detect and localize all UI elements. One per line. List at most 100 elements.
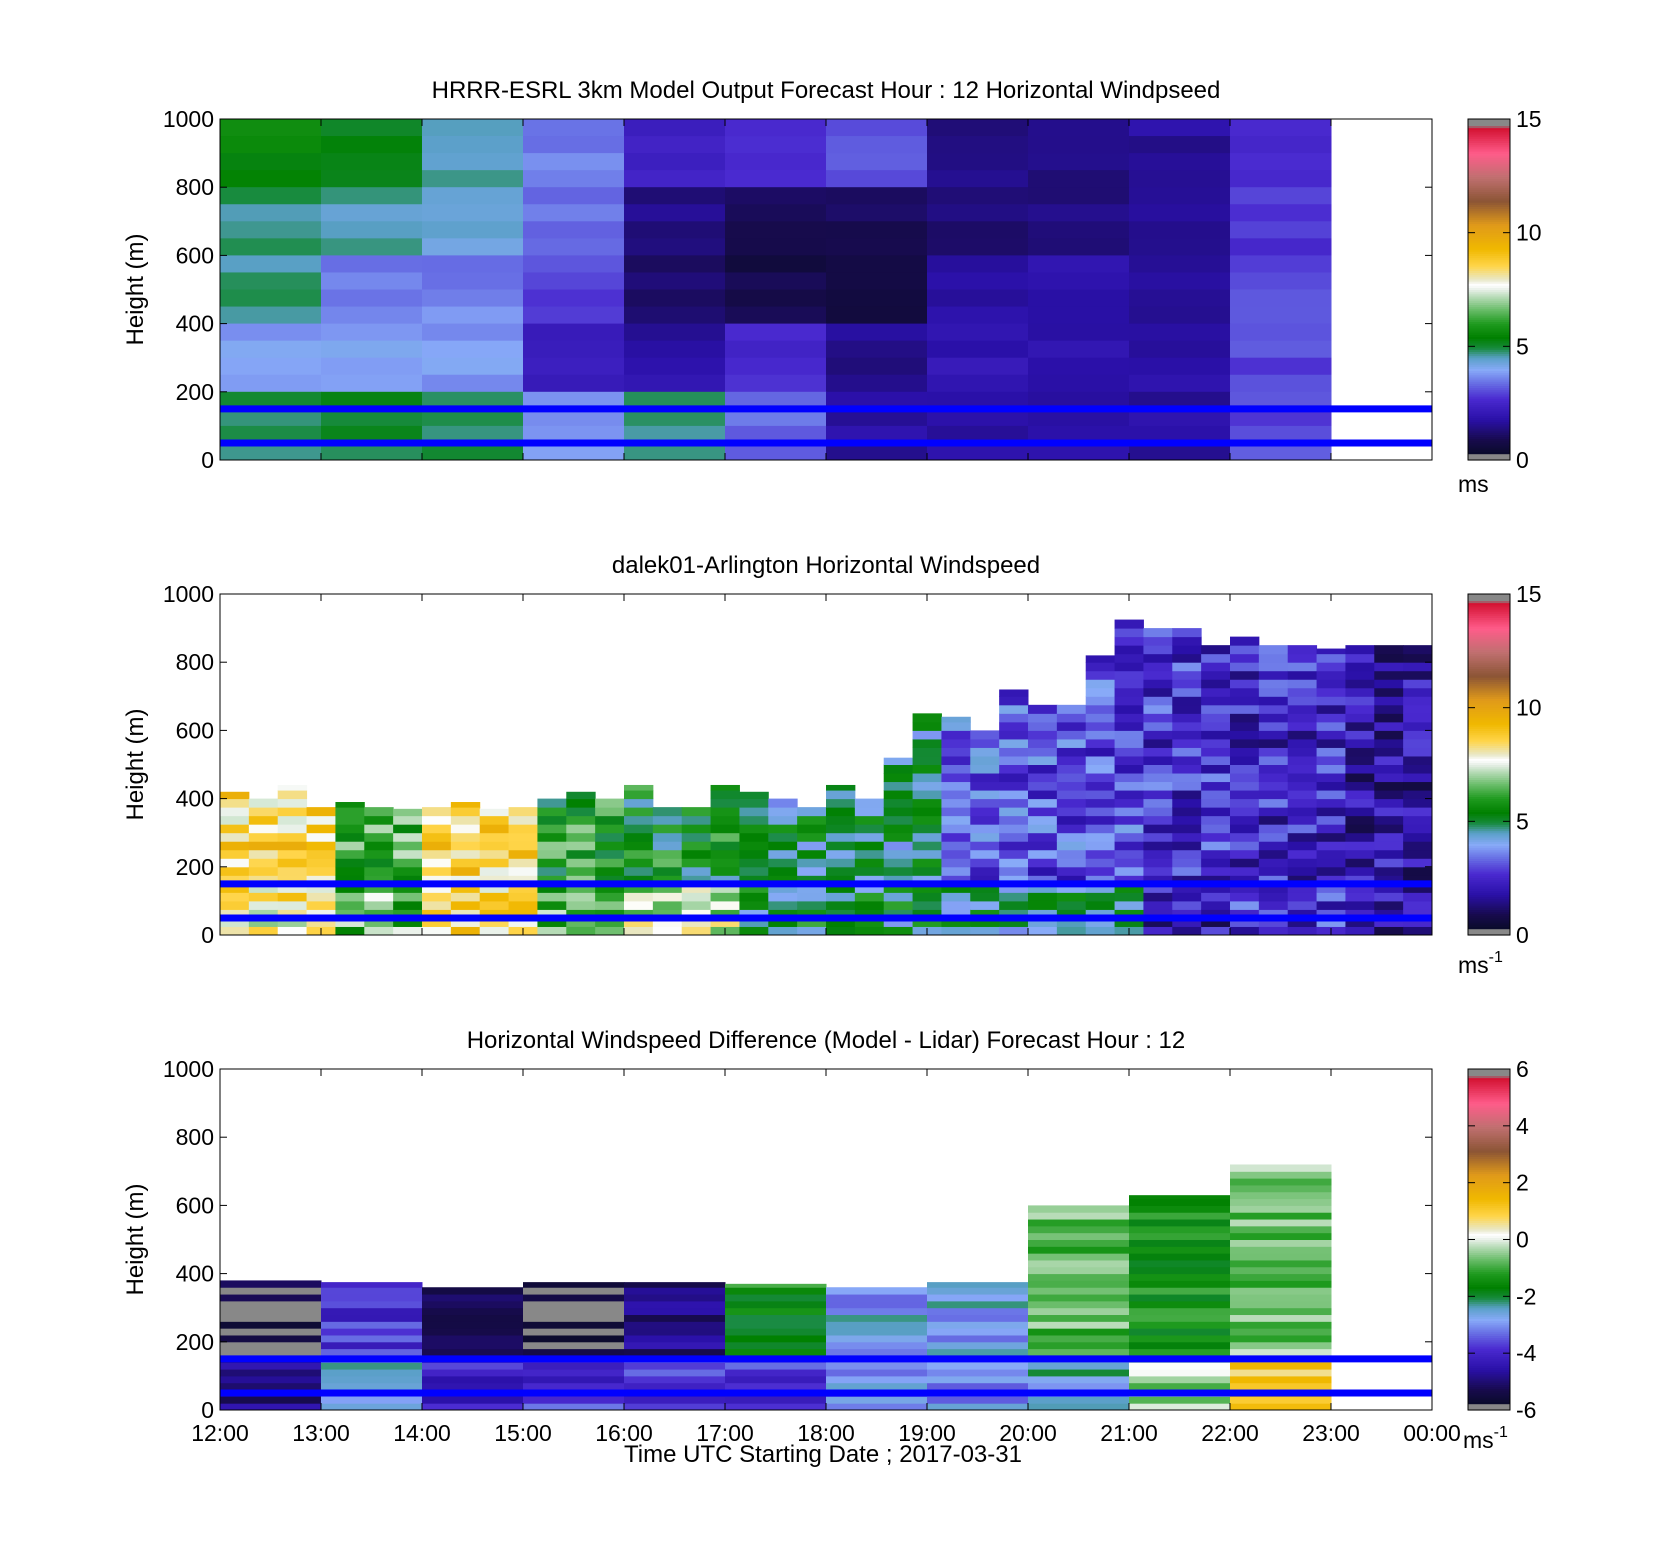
colorbar-segment: [1468, 634, 1510, 638]
heatmap-cell: [1114, 764, 1144, 774]
heatmap-cell: [797, 841, 827, 851]
colorbar-segment: [1468, 1171, 1510, 1175]
heatmap-cell: [1028, 136, 1130, 154]
heatmap-cell: [826, 340, 928, 359]
heatmap-cell: [1114, 815, 1144, 825]
colorbar-segment: [1468, 202, 1510, 205]
colorbar-segment: [1468, 327, 1510, 331]
colorbar-segment: [1468, 453, 1510, 457]
heatmap-cell: [1201, 858, 1231, 868]
heatmap-cell: [1172, 628, 1202, 638]
heatmap-cell: [220, 883, 250, 893]
colorbar-segment: [1468, 728, 1510, 731]
colorbar-segment: [1468, 792, 1510, 795]
heatmap-cell: [1374, 645, 1404, 655]
colorbar-segment: [1468, 442, 1510, 446]
heatmap-cell: [883, 773, 914, 783]
heatmap-cell: [1230, 636, 1260, 646]
colorbar-units: ms: [1458, 471, 1489, 497]
heatmap-cell: [624, 1328, 726, 1336]
heatmap-cell: [1374, 917, 1404, 927]
heatmap-cell: [248, 858, 279, 868]
heatmap-cell: [422, 1328, 524, 1336]
heatmap-cell: [1114, 900, 1144, 910]
colorbar-segment: [1468, 1258, 1510, 1262]
heatmap-cell: [1143, 662, 1173, 672]
heatmap-cell: [1172, 645, 1202, 655]
heatmap-cell: [422, 824, 452, 834]
heatmap-cell: [277, 841, 308, 851]
heatmap-cell: [1129, 1239, 1231, 1247]
heatmap-cell: [321, 119, 423, 137]
heatmap-cell: [768, 815, 798, 825]
colorbar-segment: [1468, 229, 1510, 233]
colorbar-segment: [1468, 1120, 1510, 1123]
heatmap-cell: [1316, 696, 1346, 706]
heatmap-cell: [1403, 824, 1433, 834]
colorbar-segment: [1468, 180, 1510, 184]
colorbar-segment: [1468, 436, 1510, 440]
heatmap-cell: [1287, 875, 1318, 885]
heatmap-cell: [1230, 1259, 1332, 1268]
heatmap-cell: [941, 875, 971, 885]
heatmap-cell: [1230, 306, 1332, 325]
colorbar-segment: [1468, 717, 1510, 721]
heatmap-cell: [1114, 832, 1144, 842]
heatmap-cell: [1172, 636, 1202, 646]
heatmap-cell: [725, 272, 827, 290]
heatmap-cell: [624, 1362, 726, 1370]
heatmap-cell: [624, 849, 654, 859]
heatmap-cell: [681, 824, 712, 834]
colorbar-segment: [1468, 1128, 1510, 1132]
heatmap-cell: [1085, 721, 1116, 731]
heatmap-cell: [826, 1362, 928, 1370]
heatmap-cell: [999, 917, 1029, 927]
heatmap-cell: [624, 1341, 726, 1350]
heatmap-cell: [624, 1348, 726, 1356]
heatmap-cell: [1129, 425, 1231, 444]
heatmap-cell: [1143, 781, 1173, 791]
heatmap-cell: [566, 858, 596, 868]
heatmap-cell: [1316, 858, 1346, 868]
heatmap-cell: [1230, 679, 1260, 689]
heatmap-cell: [1403, 841, 1433, 851]
heatmap-cell: [710, 784, 740, 791]
heatmap-cell: [1143, 824, 1173, 834]
heatmap-cell: [1085, 858, 1116, 868]
x-tick-label: 17:00: [696, 1420, 754, 1446]
colorbar-segment: [1468, 685, 1510, 689]
heatmap-cell: [1230, 747, 1260, 757]
colorbar-segment: [1468, 298, 1510, 301]
heatmap-cell: [321, 221, 423, 239]
colorbar-segment: [1468, 351, 1510, 355]
heatmap-cell: [1287, 909, 1318, 919]
heatmap-cell: [927, 1348, 1029, 1356]
heatmap-cell: [1230, 773, 1260, 783]
heatmap-cell: [1345, 849, 1375, 859]
heatmap-cell: [725, 1307, 827, 1316]
heatmap-cell: [220, 1341, 322, 1350]
heatmap-cell: [1230, 1348, 1332, 1356]
colorbar-segment: [1468, 877, 1510, 881]
colorbar-segment: [1468, 1352, 1510, 1356]
heatmap-cells: [220, 119, 1332, 461]
colorbar-segment: [1468, 127, 1510, 131]
heatmap-cell: [1403, 909, 1433, 919]
heatmap-cell: [1085, 875, 1116, 885]
heatmap-cell: [220, 1403, 322, 1411]
heatmap-cell: [1374, 670, 1404, 680]
y-tick-label: 800: [176, 649, 214, 675]
heatmap-cell: [220, 1280, 322, 1288]
heatmap-cell: [1028, 1246, 1130, 1254]
heatmap-cell: [1028, 1334, 1130, 1343]
colorbar-segment: [1468, 272, 1510, 276]
heatmap-cell: [566, 815, 596, 825]
colorbar-segment: [1468, 860, 1510, 864]
heatmap-cell: [1403, 670, 1433, 680]
heatmap-cell: [1230, 900, 1260, 910]
heatmap-cell: [912, 713, 942, 723]
heatmap-cell: [220, 442, 322, 461]
panel-title: dalek01-Arlington Horizontal Windspeed: [612, 552, 1040, 579]
heatmap-cell: [422, 1382, 524, 1391]
heatmap-cell: [1114, 807, 1144, 817]
